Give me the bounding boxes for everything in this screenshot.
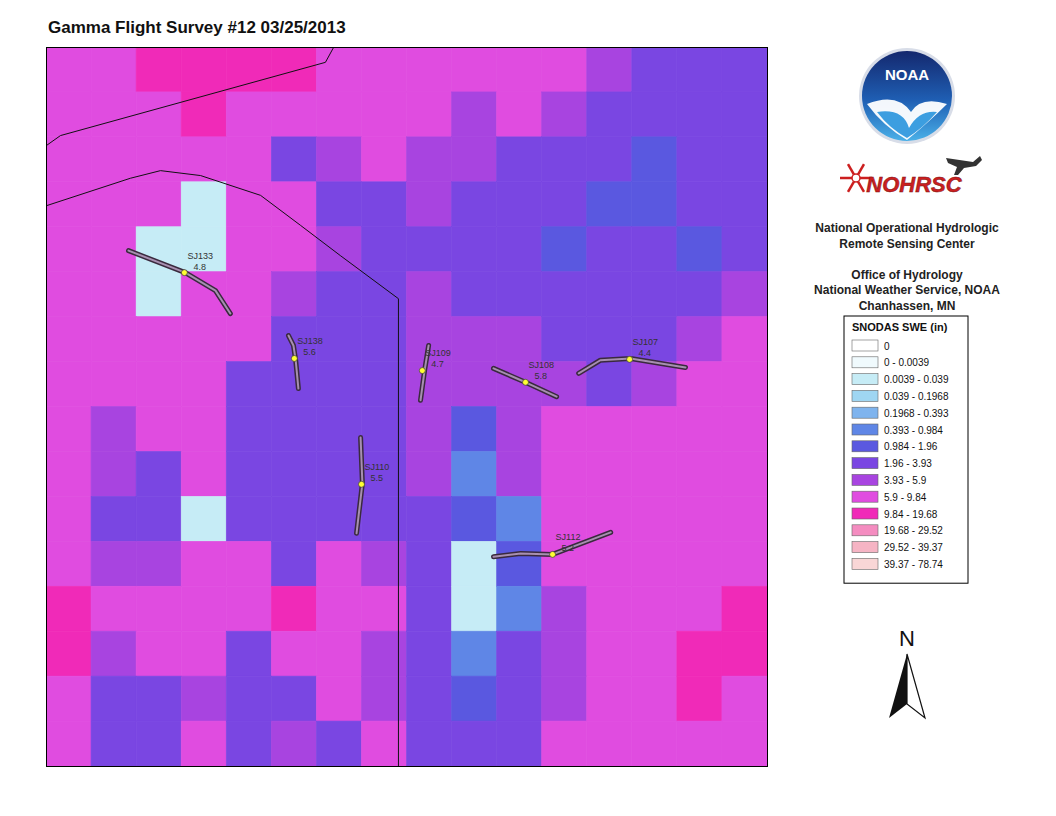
svg-text:0.039 - 0.1968: 0.039 - 0.1968	[884, 391, 949, 402]
svg-text:5.5: 5.5	[370, 473, 383, 483]
svg-text:SJ110: SJ110	[364, 462, 389, 472]
svg-text:0 - 0.0039: 0 - 0.0039	[884, 357, 929, 368]
svg-text:4.7: 4.7	[431, 359, 444, 369]
svg-text:0.393 - 0.984: 0.393 - 0.984	[884, 425, 943, 436]
svg-text:0.1968 - 0.393: 0.1968 - 0.393	[884, 408, 949, 419]
svg-text:SJ112: SJ112	[556, 532, 581, 542]
svg-text:0: 0	[884, 341, 890, 352]
svg-text:4.8: 4.8	[193, 262, 206, 272]
svg-text:National Operational Hydrologi: National Operational Hydrologic	[815, 221, 999, 235]
svg-text:Chanhassen, MN: Chanhassen, MN	[859, 299, 956, 313]
svg-text:SJ107: SJ107	[633, 337, 659, 347]
svg-text:N: N	[899, 626, 915, 651]
svg-text:3.93 - 5.9: 3.93 - 5.9	[884, 475, 927, 486]
svg-text:4.4: 4.4	[639, 348, 652, 358]
svg-text:0.0039 - 0.039: 0.0039 - 0.039	[884, 374, 949, 385]
svg-text:SJ133: SJ133	[187, 251, 213, 261]
svg-text:9.84 - 19.68: 9.84 - 19.68	[884, 509, 938, 520]
svg-text:5.6: 5.6	[303, 347, 316, 357]
svg-text:SNODAS SWE (in): SNODAS SWE (in)	[852, 321, 948, 333]
svg-text:Office of Hydrology: Office of Hydrology	[851, 268, 963, 282]
svg-text:5.2: 5.2	[562, 543, 575, 553]
svg-text:SJ138: SJ138	[297, 336, 323, 346]
svg-text:Remote Sensing Center: Remote Sensing Center	[839, 237, 975, 251]
svg-text:5.8: 5.8	[535, 371, 548, 381]
svg-text:0.984 - 1.96: 0.984 - 1.96	[884, 441, 938, 452]
svg-text:1.96 - 3.93: 1.96 - 3.93	[884, 458, 932, 469]
svg-text:NOHRSC: NOHRSC	[866, 172, 962, 197]
svg-text:19.68 - 29.52: 19.68 - 29.52	[884, 525, 943, 536]
svg-text:SJ108: SJ108	[529, 360, 555, 370]
svg-text:29.52 - 39.37: 29.52 - 39.37	[884, 542, 943, 553]
svg-text:National Weather Service, NOAA: National Weather Service, NOAA	[814, 283, 1000, 297]
svg-text:5.9 - 9.84: 5.9 - 9.84	[884, 492, 927, 503]
svg-text:NOAA: NOAA	[885, 66, 929, 83]
svg-text:SJ109: SJ109	[425, 348, 451, 358]
svg-text:39.37 - 78.74: 39.37 - 78.74	[884, 559, 943, 570]
html-text:Gamma Flight Survey #12 03/25/: Gamma Flight Survey #12 03/25/2013	[48, 18, 346, 37]
